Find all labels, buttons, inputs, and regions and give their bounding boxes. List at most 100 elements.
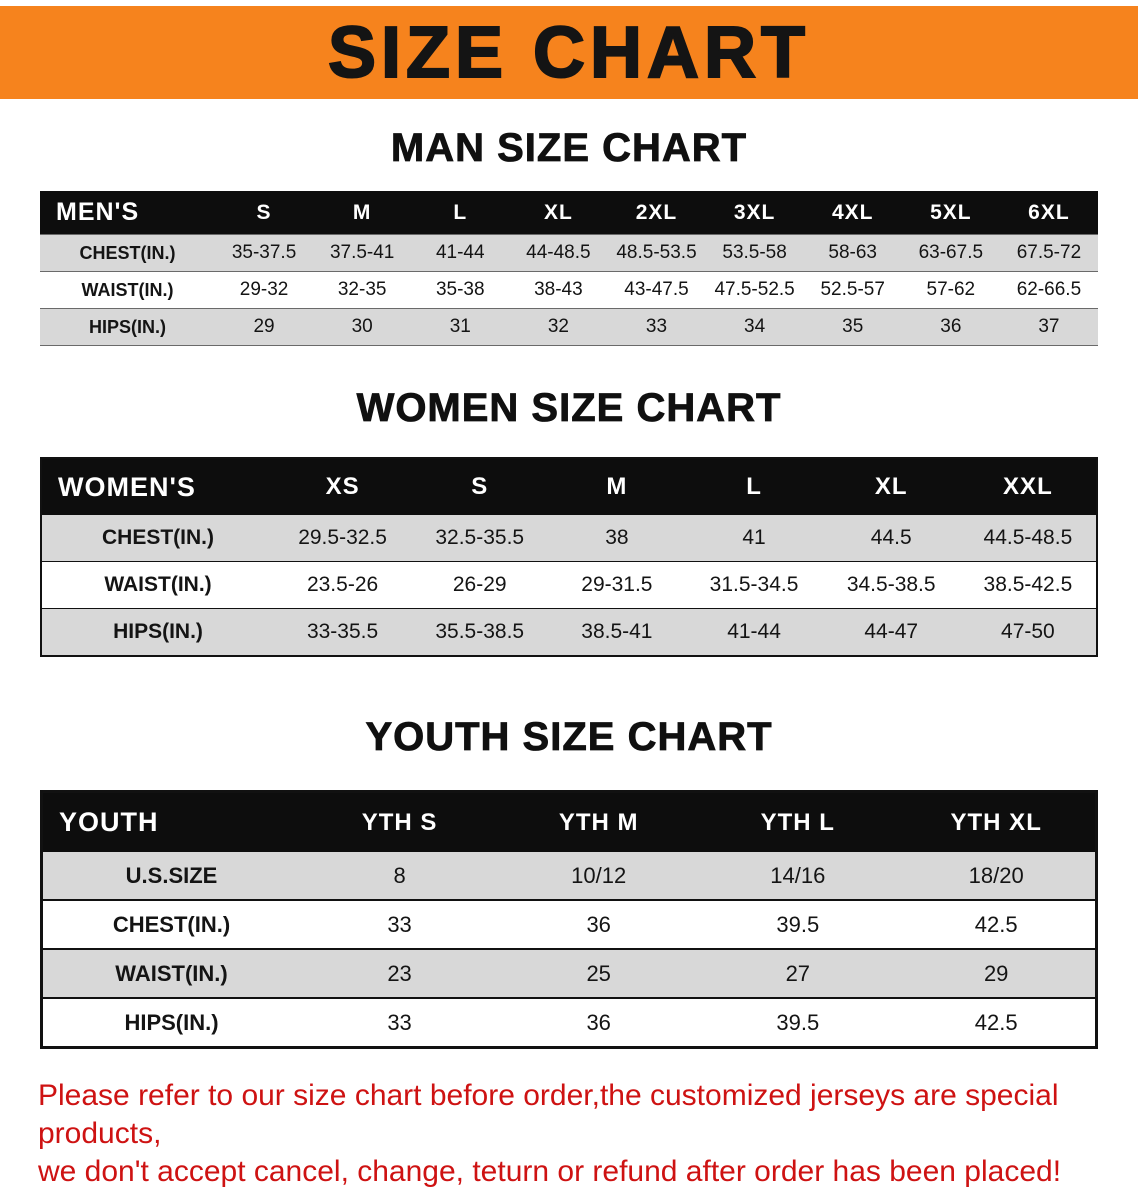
value-cell: 30 [313,308,412,346]
men-size-table: MEN'S S M L XL 2XL 3XL 4XL 5XL 6XL CHEST(IN.) 35-37… [40,191,1098,346]
value-cell: 29-32 [215,271,314,309]
disclaimer-line-1: Please refer to our size chart before or… [38,1079,1059,1150]
value-cell: 41 [685,515,823,562]
value-cell: 29 [897,949,1097,999]
size-chart-banner: SIZE CHART [0,6,1138,99]
size-header-cell: YTH M [499,791,699,852]
value-cell: 23 [300,949,500,999]
value-cell: 38-43 [509,271,608,309]
size-header-cell: S [215,191,314,235]
value-cell: 38 [548,515,686,562]
table-header-row: WOMEN'S XS S M L XL XXL [41,458,1097,515]
size-header-cell: 5XL [901,191,1000,235]
value-cell: 57-62 [901,271,1000,309]
men-size-section: MAN SIZE CHART MEN'S S M L XL 2XL 3XL 4XL 5XL 6XL… [0,126,1138,346]
value-cell: 36 [901,308,1000,346]
value-cell: 39.5 [698,900,898,950]
size-header-cell: 4XL [803,191,902,235]
value-cell: 44-48.5 [509,234,608,272]
value-cell: 29 [215,308,314,346]
value-cell: 63-67.5 [901,234,1000,272]
value-cell: 33 [300,900,500,950]
table-row: WAIST(IN.) 23 25 27 29 [41,949,1097,999]
youth-section-heading: YOUTH SIZE CHART [365,715,773,760]
size-header-cell: 2XL [607,191,706,235]
value-cell: 62-66.5 [999,271,1098,309]
size-header-cell: YTH XL [897,791,1097,852]
value-cell: 31.5-34.5 [685,561,823,609]
value-cell: 48.5-53.5 [607,234,706,272]
size-header-cell: 6XL [999,191,1098,235]
youth-size-section: YOUTH SIZE CHART YOUTH YTH S YTH M YTH L YTH… [0,715,1138,1049]
value-cell: 42.5 [897,900,1097,950]
table-title-cell: WOMEN'S [41,458,274,515]
size-header-cell: XL [822,458,960,515]
row-label-cell: HIPS(IN.) [41,608,274,657]
table-row: CHEST(IN.) 29.5-32.5 32.5-35.5 38 41 44.5 44.5… [41,515,1097,562]
table-title-cell: MEN'S [40,191,215,235]
row-label-cell: CHEST(IN.) [40,234,215,272]
size-header-cell: M [548,458,686,515]
value-cell: 53.5-58 [705,234,804,272]
row-label-cell: WAIST(IN.) [40,271,215,309]
value-cell: 31 [411,308,510,346]
table-row: HIPS(IN.) 33 36 39.5 42.5 [41,998,1097,1049]
table-header-row: YOUTH YTH S YTH M YTH L YTH XL [41,791,1097,852]
value-cell: 34 [705,308,804,346]
value-cell: 37.5-41 [313,234,412,272]
value-cell: 44.5 [822,515,960,562]
youth-size-table: YOUTH YTH S YTH M YTH L YTH XL U.S.SIZE 8 10/12… [40,790,1098,1049]
value-cell: 29.5-32.5 [274,515,412,562]
value-cell: 38.5-41 [548,608,686,657]
value-cell: 33 [300,998,500,1049]
value-cell: 26-29 [411,561,549,609]
value-cell: 34.5-38.5 [822,561,960,609]
value-cell: 67.5-72 [999,234,1098,272]
row-label-cell: HIPS(IN.) [41,998,300,1049]
row-label-cell: WAIST(IN.) [41,561,274,609]
value-cell: 29-31.5 [548,561,686,609]
size-header-cell: L [411,191,510,235]
table-row: HIPS(IN.) 33-35.5 35.5-38.5 38.5-41 41-44 44-… [41,608,1097,657]
value-cell: 36 [499,998,699,1049]
value-cell: 32-35 [313,271,412,309]
women-size-table: WOMEN'S XS S M L XL XXL CHEST(IN.) 29.5-32.5 32.5… [40,457,1098,657]
size-header-cell: YTH S [300,791,500,852]
size-header-cell: 3XL [705,191,804,235]
value-cell: 47-50 [959,608,1097,657]
value-cell: 18/20 [897,852,1097,901]
value-cell: 42.5 [897,998,1097,1049]
value-cell: 14/16 [698,852,898,901]
value-cell: 44-47 [822,608,960,657]
value-cell: 27 [698,949,898,999]
value-cell: 35.5-38.5 [411,608,549,657]
men-section-heading: MAN SIZE CHART [390,126,748,171]
value-cell: 36 [499,900,699,950]
value-cell: 32 [509,308,608,346]
value-cell: 35 [803,308,902,346]
size-header-cell: M [313,191,412,235]
size-header-cell: L [685,458,823,515]
value-cell: 44.5-48.5 [959,515,1097,562]
table-row: CHEST(IN.) 35-37.5 37.5-41 41-44 44-48.5 48.5… [40,234,1098,272]
value-cell: 25 [499,949,699,999]
women-size-section: WOMEN SIZE CHART WOMEN'S XS S M L XL XXL CHEST(… [0,386,1138,657]
value-cell: 8 [300,852,500,901]
value-cell: 47.5-52.5 [705,271,804,309]
value-cell: 33-35.5 [274,608,412,657]
value-cell: 41-44 [411,234,510,272]
women-section-heading: WOMEN SIZE CHART [356,386,782,431]
value-cell: 32.5-35.5 [411,515,549,562]
table-row: WAIST(IN.) 29-32 32-35 35-38 38-43 43-47.5 47.… [40,271,1098,309]
value-cell: 58-63 [803,234,902,272]
row-label-cell: HIPS(IN.) [40,308,215,346]
size-header-cell: S [411,458,549,515]
table-header-row: MEN'S S M L XL 2XL 3XL 4XL 5XL 6XL [40,191,1098,235]
row-label-cell: CHEST(IN.) [41,900,300,950]
size-header-cell: YTH L [698,791,898,852]
size-header-cell: XL [509,191,608,235]
disclaimer-line-2: we don't accept cancel, change, teturn o… [38,1154,1062,1188]
table-row: HIPS(IN.) 29 30 31 32 33 34 35 36 37 [40,308,1098,346]
row-label-cell: CHEST(IN.) [41,515,274,562]
value-cell: 35-37.5 [215,234,314,272]
